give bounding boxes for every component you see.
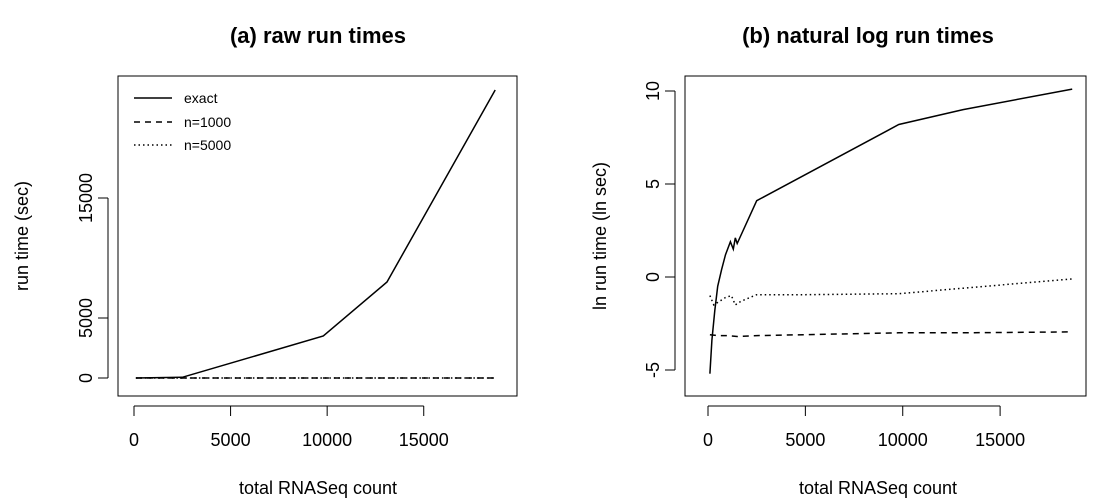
- y-tick-label: 15000: [76, 173, 96, 223]
- x-tick-label: 10000: [302, 430, 352, 450]
- series-line-exact: [709, 88, 1073, 374]
- y-tick-label: 5000: [76, 298, 96, 338]
- panel-raw-run-times: (a) raw run times total RNASeq count run…: [12, 23, 518, 498]
- y-tick-label: 10: [643, 81, 663, 101]
- legend-label-exact: exact: [184, 90, 218, 106]
- x-axis-label: total RNASeq count: [799, 478, 957, 498]
- legend-label-n1000: n=1000: [184, 114, 231, 130]
- x-axis: 0 5000 10000 15000: [129, 405, 449, 450]
- plot-frame: [117, 75, 518, 397]
- y-tick-label: 0: [76, 373, 96, 383]
- y-tick-label: 5: [643, 179, 663, 189]
- legend: exact n=1000 n=5000: [134, 90, 231, 153]
- x-tick-label: 5000: [211, 430, 251, 450]
- y-tick-label: -5: [643, 362, 663, 378]
- series-line-n1000: [709, 331, 1073, 338]
- y-axis-label: run time (sec): [12, 181, 32, 291]
- x-tick-label: 0: [703, 430, 713, 450]
- plot-frame: [684, 75, 1087, 397]
- series-line-n5000: [709, 278, 1073, 307]
- y-axis-label: ln run time (ln sec): [590, 162, 610, 310]
- x-axis-label: total RNASeq count: [239, 478, 397, 498]
- series-layer: [135, 89, 496, 379]
- legend-label-n5000: n=5000: [184, 137, 231, 153]
- x-tick-label: 15000: [975, 430, 1025, 450]
- x-axis: 0 5000 10000 15000: [703, 405, 1025, 450]
- series-line-exact: [135, 89, 496, 379]
- x-tick-label: 5000: [785, 430, 825, 450]
- x-tick-label: 10000: [878, 430, 928, 450]
- y-axis: -5 0 5 10: [643, 81, 676, 378]
- y-axis: 0 5000 15000: [76, 173, 109, 383]
- panel-natural-log-run-times: (b) natural log run times total RNASeq c…: [590, 23, 1087, 498]
- series-layer: [709, 88, 1073, 374]
- y-tick-label: 0: [643, 272, 663, 282]
- chart-title: (a) raw run times: [230, 23, 406, 48]
- x-tick-label: 0: [129, 430, 139, 450]
- chart-title: (b) natural log run times: [742, 23, 994, 48]
- x-tick-label: 15000: [399, 430, 449, 450]
